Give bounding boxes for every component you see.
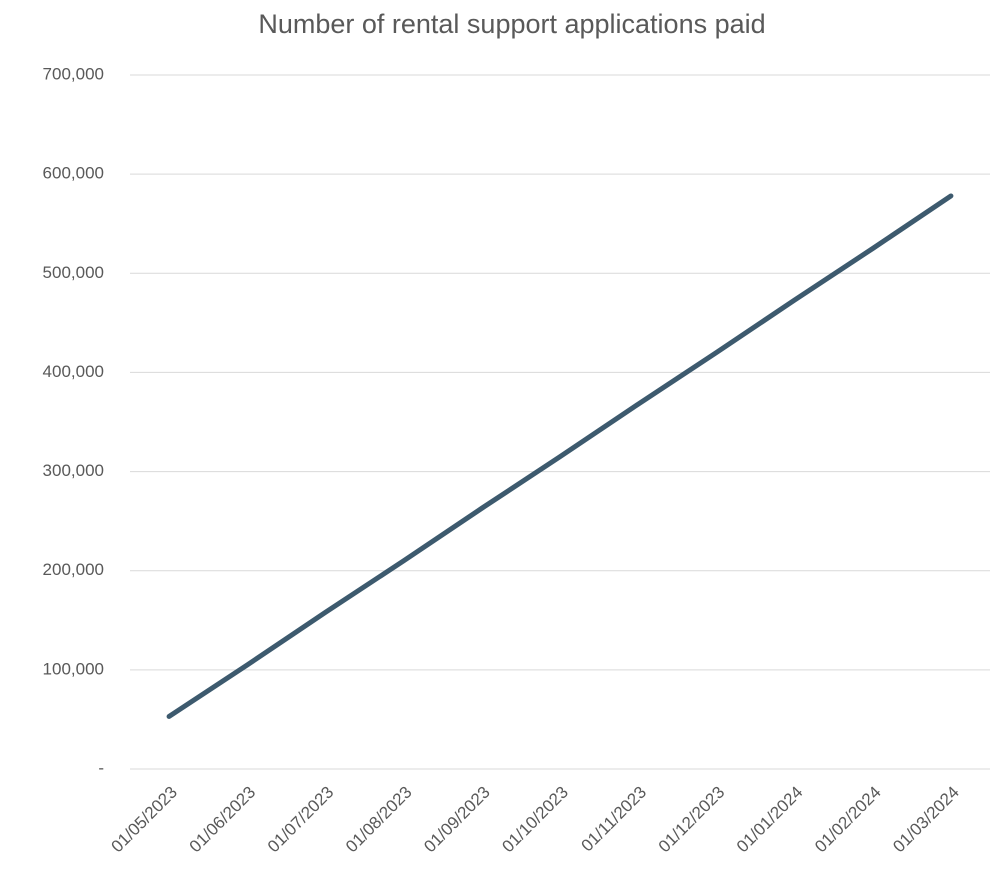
x-tick-label: 01/12/2023 — [655, 783, 729, 857]
y-tick-label: 300,000 — [43, 461, 104, 480]
x-tick-label: 01/05/2023 — [107, 783, 181, 857]
x-tick-label: 01/11/2023 — [577, 783, 650, 856]
data-line — [166, 193, 954, 719]
x-tick-label: 01/10/2023 — [498, 783, 572, 857]
y-tick-label: 200,000 — [43, 560, 104, 579]
x-tick-label: 01/02/2024 — [811, 783, 885, 857]
y-tick-label: 600,000 — [43, 164, 104, 183]
x-tick-label: 01/08/2023 — [342, 783, 416, 857]
x-tick-label: 01/07/2023 — [264, 783, 338, 857]
y-tick-label: - — [98, 758, 104, 777]
x-tick-label: 01/09/2023 — [420, 783, 494, 857]
x-tick-label: 01/01/2024 — [733, 783, 807, 857]
x-tick-label: 01/03/2024 — [889, 783, 963, 857]
y-tick-label: 400,000 — [43, 362, 104, 381]
x-tick-label: 01/06/2023 — [186, 783, 260, 857]
y-tick-label: 100,000 — [43, 659, 104, 678]
chart-title: Number of rental support applications pa… — [258, 9, 765, 39]
y-tick-label: 500,000 — [43, 263, 104, 282]
y-tick-label: 700,000 — [43, 64, 104, 83]
